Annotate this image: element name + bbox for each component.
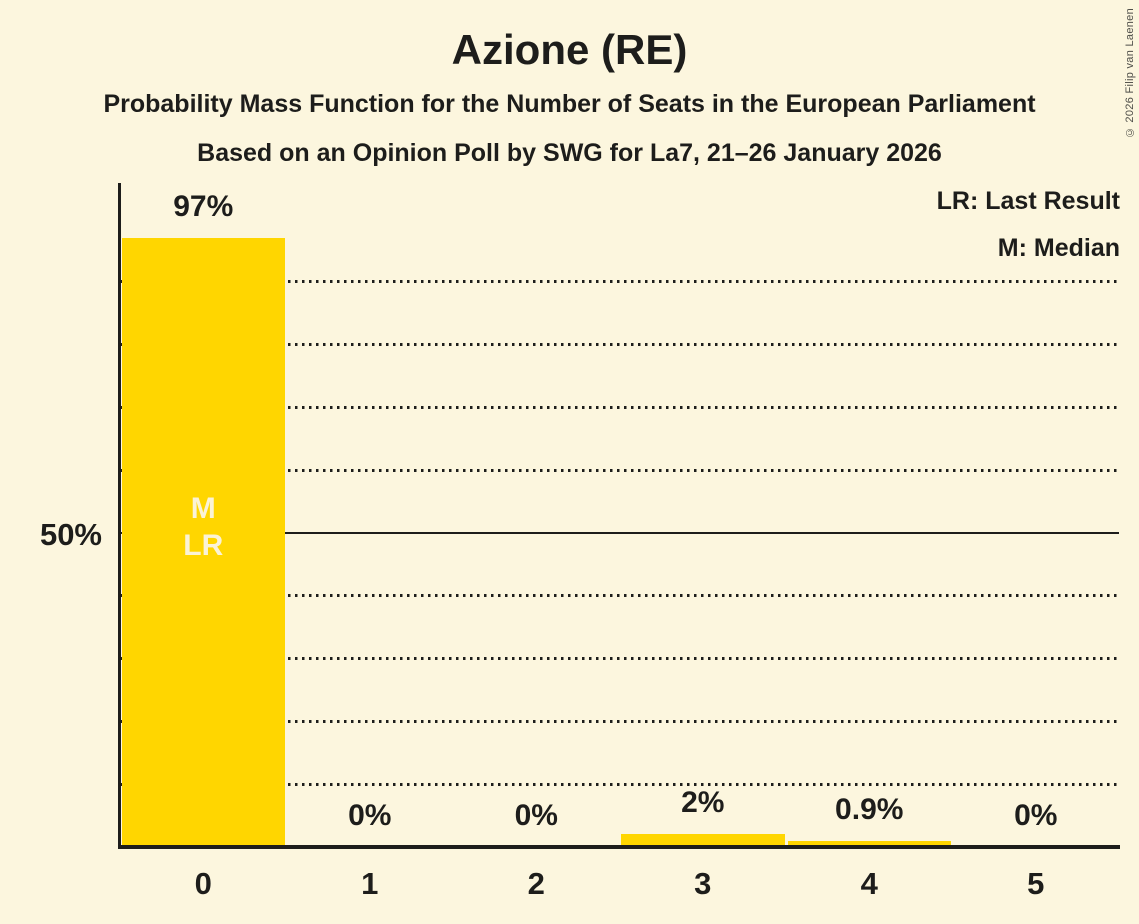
bar-seats-0 — [121, 237, 285, 847]
x-tick-label-seats-4: 4 — [860, 866, 878, 901]
gridline-20pct — [120, 719, 1119, 723]
chart-title: Azione (RE) — [451, 26, 688, 73]
y-axis-line — [118, 183, 121, 849]
chart-source-line: Based on an Opinion Poll by SWG for La7,… — [197, 139, 942, 167]
x-tick-label-seats-1: 1 — [361, 866, 379, 901]
gridline-90pct — [120, 280, 1119, 284]
chart-subtitle: Probability Mass Function for the Number… — [103, 90, 1036, 118]
x-tick-label-seats-2: 2 — [527, 866, 545, 901]
gridline-60pct — [120, 468, 1119, 472]
gridline-80pct — [120, 343, 1119, 347]
bar-seats-3 — [621, 834, 785, 847]
gridline-10pct — [120, 782, 1119, 786]
majority-line-50pct — [120, 531, 1119, 535]
gridline-40pct — [120, 594, 1119, 598]
gridline-30pct — [120, 657, 1119, 661]
x-tick-label-seats-3: 3 — [694, 866, 712, 901]
bar-value-label-seats-1: 0% — [348, 799, 392, 832]
bar-value-label-seats-4: 0.9% — [835, 793, 904, 827]
bar-value-label-seats-0: 97% — [173, 189, 234, 223]
legend-median: M: Median — [997, 234, 1120, 262]
bar-value-label-seats-3: 2% — [681, 786, 725, 820]
x-tick-label-seats-0: 0 — [194, 866, 212, 901]
legend-last-result: LR: Last Result — [936, 187, 1120, 215]
bar-value-label-seats-2: 0% — [514, 799, 558, 832]
bar-seats-4 — [787, 841, 951, 847]
bar-value-label-seats-5: 0% — [1014, 799, 1058, 832]
x-tick-label-seats-5: 5 — [1027, 866, 1045, 901]
x-axis-line — [118, 845, 1120, 849]
y-axis-tick-label: 50% — [39, 517, 102, 552]
copyright-notice: © 2026 Filip van Laenen — [1124, 8, 1136, 139]
gridline-70pct — [120, 405, 1119, 409]
median-last-result-marker: M LR — [183, 492, 224, 562]
